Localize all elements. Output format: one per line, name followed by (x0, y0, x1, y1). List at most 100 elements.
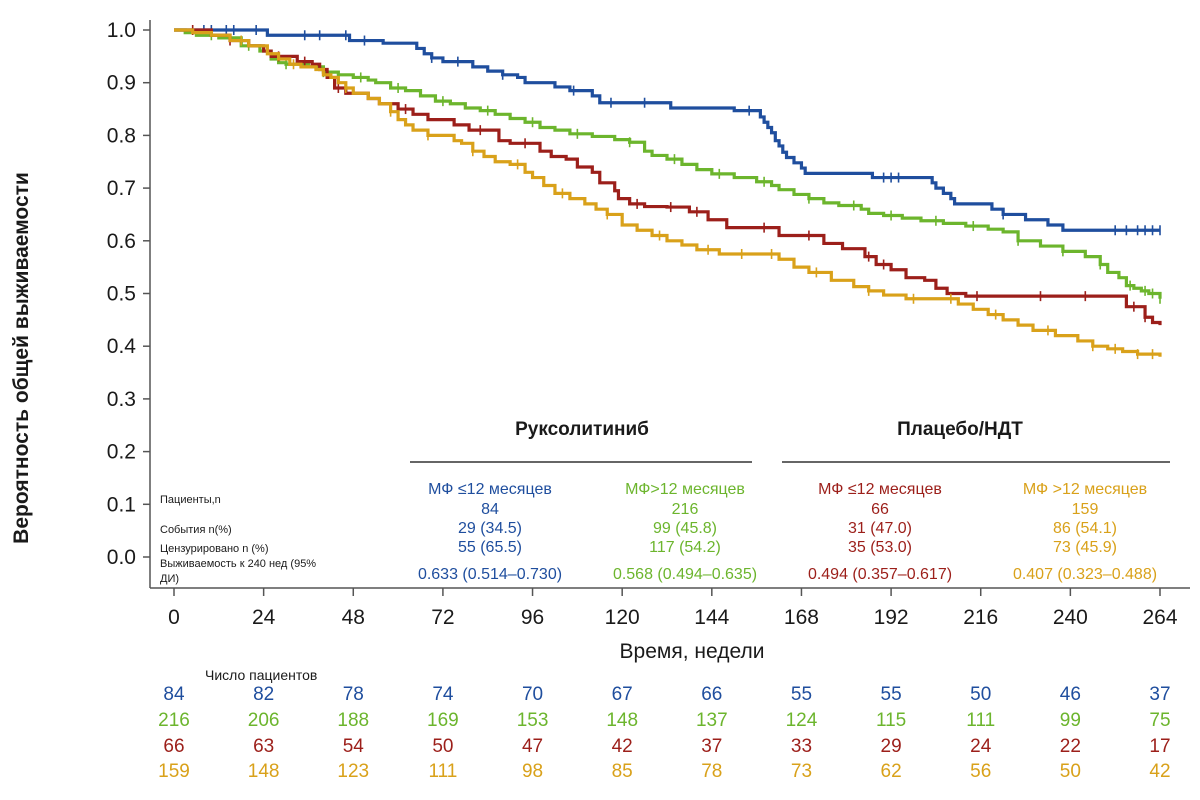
survival-curve-1 (174, 28, 1162, 299)
stat-events: 29 (34.5) (458, 520, 522, 537)
risk-cell: 29 (881, 736, 902, 757)
y-tick-label: 0.8 (107, 124, 136, 147)
x-axis-title: Время, недели (620, 640, 765, 663)
x-tick-label: 192 (874, 606, 909, 629)
risk-cell: 37 (1149, 684, 1170, 705)
y-tick-label: 0.2 (107, 441, 136, 464)
risk-cell: 22 (1060, 736, 1081, 757)
group-title-ruxolitinib: Руксолитиниб (515, 419, 649, 440)
risk-cell: 66 (701, 684, 722, 705)
risk-cell: 47 (522, 736, 543, 757)
risk-cell: 98 (522, 761, 543, 782)
stat-col-header: МФ ≤12 месяцев (428, 481, 552, 498)
risk-cell: 66 (163, 736, 184, 757)
stat-patients: 216 (672, 501, 699, 518)
stat-label-survival-1: Выживаемость к 240 нед (95% (160, 558, 316, 570)
risk-cell: 124 (786, 710, 818, 731)
survival-curves (174, 25, 1162, 360)
risk-cell: 55 (881, 684, 902, 705)
risk-cell: 24 (970, 736, 992, 757)
stat-censored: 35 (53.0) (848, 539, 912, 556)
risk-cell: 216 (158, 710, 190, 731)
risk-cell: 70 (522, 684, 543, 705)
y-tick-label: 0.1 (107, 493, 136, 516)
y-tick-label: 0.7 (107, 177, 136, 200)
risk-cell: 169 (427, 710, 459, 731)
stat-col-header: МФ ≤12 месяцев (818, 481, 942, 498)
stat-label-patients: Пациенты,n (160, 494, 221, 506)
y-axis-title: Вероятность общей выживаемости (10, 172, 33, 544)
risk-cell: 63 (253, 736, 274, 757)
x-ticks: 0 24 48 72 96 120 144 168 192 216 240 264 (168, 588, 1178, 629)
stat-label-survival-2: ДИ) (160, 573, 179, 585)
risk-cell: 50 (432, 736, 453, 757)
y-tick-label: 0.4 (107, 335, 137, 358)
x-tick-label: 168 (784, 606, 819, 629)
stat-col-header: МФ>12 месяцев (625, 481, 745, 498)
stat-label-censored: Цензурировано n (%) (160, 543, 269, 555)
y-tick-label: 0.5 (107, 283, 136, 306)
risk-cell: 17 (1149, 736, 1170, 757)
x-tick-label: 120 (605, 606, 640, 629)
y-ticks: 0.0 0.1 0.2 0.3 0.4 0.5 0.6 0.7 0.8 0.9 1.0 (107, 19, 150, 569)
x-tick-label: 264 (1142, 606, 1177, 629)
risk-cell: 42 (612, 736, 633, 757)
risk-cell: 67 (612, 684, 633, 705)
survival-curve-2 (174, 28, 1162, 326)
stat-columns: МФ ≤12 месяцев 84 29 (34.5) 55 (65.5) 0.633 … (418, 481, 1157, 583)
y-tick-label: 0.0 (107, 546, 136, 569)
risk-cell: 82 (253, 684, 274, 705)
risk-cell: 148 (606, 710, 638, 731)
y-tick-label: 0.3 (107, 388, 136, 411)
survival-curve-0 (174, 28, 1160, 232)
risk-cell: 159 (158, 761, 190, 782)
axes (149, 20, 1190, 589)
stat-censored: 117 (54.2) (649, 539, 721, 556)
risk-cell: 37 (701, 736, 722, 757)
stat-survival: 0.407 (0.323–0.488) (1013, 566, 1157, 583)
x-tick-label: 72 (431, 606, 454, 629)
stats-panel: Руксолитиниб Плацебо/НДТ Пациенты,n Собы… (160, 419, 1170, 585)
risk-cell: 123 (337, 761, 369, 782)
risk-cell: 33 (791, 736, 812, 757)
survival-curve-3 (174, 28, 1162, 357)
stat-patients: 84 (481, 501, 499, 518)
y-tick-label: 0.9 (107, 72, 136, 95)
y-tick-label: 1.0 (107, 19, 136, 42)
group-title-placebo: Плацебо/НДТ (897, 419, 1023, 440)
risk-cell: 206 (248, 710, 280, 731)
stat-events: 86 (54.1) (1053, 520, 1117, 537)
risk-table: 84 82 78 74 70 67 66 55 55 50 46 37 216 206 188 169 153 1… (158, 684, 1170, 782)
risk-cell: 111 (966, 710, 995, 731)
risk-cell: 78 (701, 761, 722, 782)
risk-cell: 153 (517, 710, 549, 731)
risk-cell: 46 (1060, 684, 1081, 705)
risk-cell: 84 (163, 684, 185, 705)
risk-table-title: Число пациентов (205, 667, 317, 683)
risk-cell: 99 (1060, 710, 1081, 731)
risk-cell: 115 (876, 710, 906, 731)
risk-cell: 137 (696, 710, 728, 731)
risk-cell: 148 (248, 761, 280, 782)
y-tick-label: 0.6 (107, 230, 136, 253)
risk-cell: 74 (432, 684, 454, 705)
x-tick-label: 216 (963, 606, 998, 629)
stat-censored: 55 (65.5) (458, 539, 522, 556)
risk-cell: 111 (428, 761, 457, 782)
risk-cell: 78 (343, 684, 364, 705)
stat-patients: 159 (1072, 501, 1099, 518)
risk-cell: 188 (337, 710, 369, 731)
x-tick-label: 0 (168, 606, 180, 629)
risk-cell: 42 (1149, 761, 1170, 782)
x-tick-label: 144 (694, 606, 729, 629)
x-tick-label: 240 (1053, 606, 1088, 629)
stat-col-header: МФ >12 месяцев (1023, 481, 1147, 498)
stat-patients: 66 (871, 501, 889, 518)
stat-survival: 0.494 (0.357–0.617) (808, 566, 952, 583)
stat-label-events: События n(%) (160, 524, 232, 536)
risk-cell: 55 (791, 684, 812, 705)
risk-cell: 75 (1149, 710, 1170, 731)
risk-cell: 50 (970, 684, 991, 705)
risk-cell: 62 (881, 761, 902, 782)
